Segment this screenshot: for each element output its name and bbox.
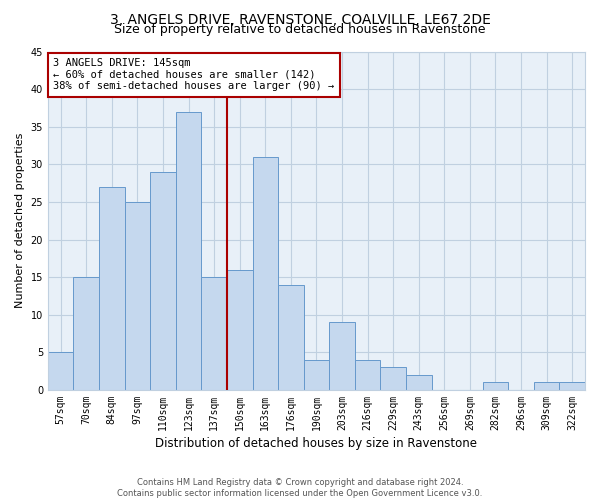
Bar (329, 322, 355, 390)
Bar (253, 157, 278, 390)
Bar (227, 270, 253, 390)
Bar (150, 172, 176, 390)
Bar (202, 277, 227, 390)
Bar (559, 382, 585, 390)
Bar (99, 187, 125, 390)
Bar (304, 360, 329, 390)
Bar (125, 202, 150, 390)
Bar (73, 277, 99, 390)
Bar (534, 382, 559, 390)
Text: Contains HM Land Registry data © Crown copyright and database right 2024.
Contai: Contains HM Land Registry data © Crown c… (118, 478, 482, 498)
Bar (48, 352, 73, 390)
Text: 3, ANGELS DRIVE, RAVENSTONE, COALVILLE, LE67 2DE: 3, ANGELS DRIVE, RAVENSTONE, COALVILLE, … (110, 12, 490, 26)
Bar (355, 360, 380, 390)
X-axis label: Distribution of detached houses by size in Ravenstone: Distribution of detached houses by size … (155, 437, 478, 450)
Bar (278, 284, 304, 390)
Text: Size of property relative to detached houses in Ravenstone: Size of property relative to detached ho… (114, 22, 486, 36)
Bar (482, 382, 508, 390)
Y-axis label: Number of detached properties: Number of detached properties (15, 133, 25, 308)
Bar (406, 375, 431, 390)
Bar (176, 112, 202, 390)
Text: 3 ANGELS DRIVE: 145sqm
← 60% of detached houses are smaller (142)
38% of semi-de: 3 ANGELS DRIVE: 145sqm ← 60% of detached… (53, 58, 335, 92)
Bar (380, 368, 406, 390)
